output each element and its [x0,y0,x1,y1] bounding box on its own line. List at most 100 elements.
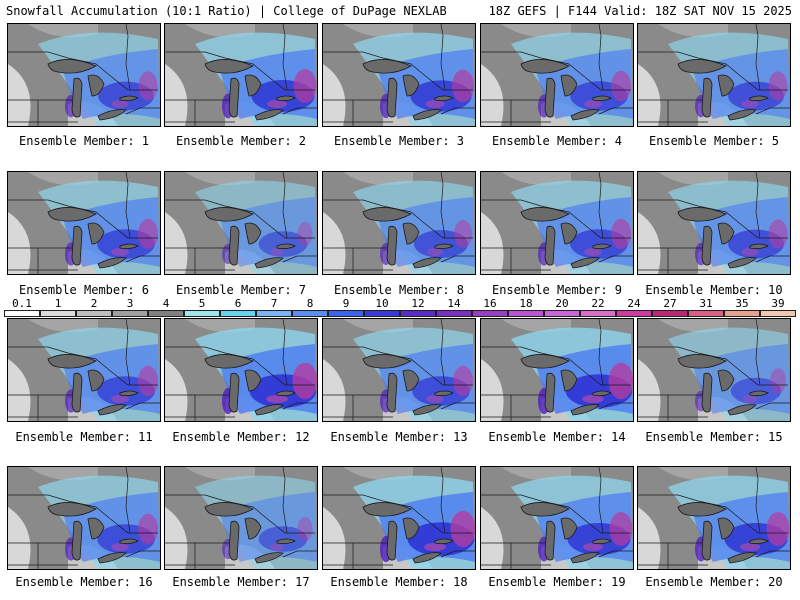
ensemble-member-label: Ensemble Member: 10 [645,283,783,297]
legend-label: 2 [90,297,98,310]
legend-label: 10 [375,297,389,310]
legend-color-box [616,310,652,317]
ensemble-member-label: Ensemble Member: 5 [648,134,780,148]
legend-label: 9 [342,297,350,310]
legend-color-box [184,310,220,317]
ensemble-member-label: Ensemble Member: 18 [330,575,468,589]
legend-label: 35 [735,297,749,310]
legend-color-box [436,310,472,317]
snowfall-map [165,172,317,274]
legend-label: 6 [234,297,242,310]
legend-color-box [508,310,544,317]
legend-color-box [148,310,184,317]
ensemble-member-map [7,23,161,127]
legend-color-box [580,310,616,317]
legend-label: 0.1 [12,297,32,310]
snowfall-map [323,24,475,126]
legend-label: 5 [198,297,206,310]
legend-color-box [472,310,508,317]
snowfall-map [638,172,790,274]
legend-color-box [220,310,256,317]
legend-color-box [256,310,292,317]
ensemble-member-label: Ensemble Member: 1 [18,134,150,148]
legend-color-box [328,310,364,317]
legend-label: 24 [627,297,641,310]
ensemble-member-map [7,318,161,422]
ensemble-member-map [480,318,634,422]
ensemble-member-label: Ensemble Member: 11 [15,430,153,444]
ensemble-member-label: Ensemble Member: 17 [172,575,310,589]
legend-color-box [40,310,76,317]
color-scale-legend: 0.1 1 2 3 4 5 6 7 8 9 10 12 14 16 18 20 22 24 27 31 35 39 [4,297,796,319]
legend-color-box [688,310,724,317]
ensemble-member-label: Ensemble Member: 19 [488,575,626,589]
legend-color-box [760,310,796,317]
ensemble-member-label: Ensemble Member: 12 [172,430,310,444]
legend-color-box [364,310,400,317]
snowfall-map [323,467,475,569]
legend-label: 39 [771,297,785,310]
legend-label: 14 [447,297,461,310]
snowfall-map [165,467,317,569]
ensemble-member-map [637,318,791,422]
legend-label: 3 [126,297,134,310]
ensemble-member-map [480,466,634,570]
snowfall-map [481,172,633,274]
snowfall-map [165,24,317,126]
legend-color-box [76,310,112,317]
snowfall-map [481,319,633,421]
snowfall-map [638,467,790,569]
legend-label: 12 [411,297,425,310]
ensemble-member-map [322,466,476,570]
snowfall-map [8,467,160,569]
snowfall-map [481,24,633,126]
legend-label: 18 [519,297,533,310]
ensemble-member-map [322,318,476,422]
legend-label: 1 [54,297,62,310]
legend-label: 22 [591,297,605,310]
ensemble-member-map [164,466,318,570]
legend-label: 16 [483,297,497,310]
legend-color-box [400,310,436,317]
ensemble-member-map [480,23,634,127]
snowfall-map [638,24,790,126]
ensemble-member-label: Ensemble Member: 8 [333,283,465,297]
ensemble-member-label: Ensemble Member: 14 [488,430,626,444]
ensemble-member-label: Ensemble Member: 15 [645,430,783,444]
legend-label: 31 [699,297,713,310]
legend-color-box [112,310,148,317]
ensemble-member-map [637,171,791,275]
ensemble-member-map [480,171,634,275]
ensemble-member-label: Ensemble Member: 6 [18,283,150,297]
ensemble-member-label: Ensemble Member: 13 [330,430,468,444]
ensemble-member-map [7,171,161,275]
ensemble-member-map [164,171,318,275]
ensemble-member-map [164,23,318,127]
snowfall-map [8,172,160,274]
legend-label: 4 [162,297,170,310]
snowfall-map [8,319,160,421]
ensemble-member-label: Ensemble Member: 4 [491,134,623,148]
legend-color-box [292,310,328,317]
legend-color-box [724,310,760,317]
ensemble-member-label: Ensemble Member: 7 [175,283,307,297]
ensemble-member-map [164,318,318,422]
legend-label: 7 [270,297,278,310]
snowfall-map [8,24,160,126]
legend-color-box [544,310,580,317]
ensemble-member-label: Ensemble Member: 3 [333,134,465,148]
snowfall-map [323,172,475,274]
ensemble-member-label: Ensemble Member: 2 [175,134,307,148]
legend-label: 8 [306,297,314,310]
ensemble-member-label: Ensemble Member: 16 [15,575,153,589]
legend-color-box [4,310,40,317]
legend-color-box [652,310,688,317]
header-title: Snowfall Accumulation (10:1 Ratio) | Col… [6,4,447,18]
header-valid-time: 18Z GEFS | F144 Valid: 18Z SAT NOV 15 20… [488,4,792,18]
legend-label: 27 [663,297,677,310]
snowfall-map [481,467,633,569]
ensemble-member-label: Ensemble Member: 20 [645,575,783,589]
ensemble-member-map [322,23,476,127]
ensemble-member-map [637,466,791,570]
ensemble-member-map [637,23,791,127]
